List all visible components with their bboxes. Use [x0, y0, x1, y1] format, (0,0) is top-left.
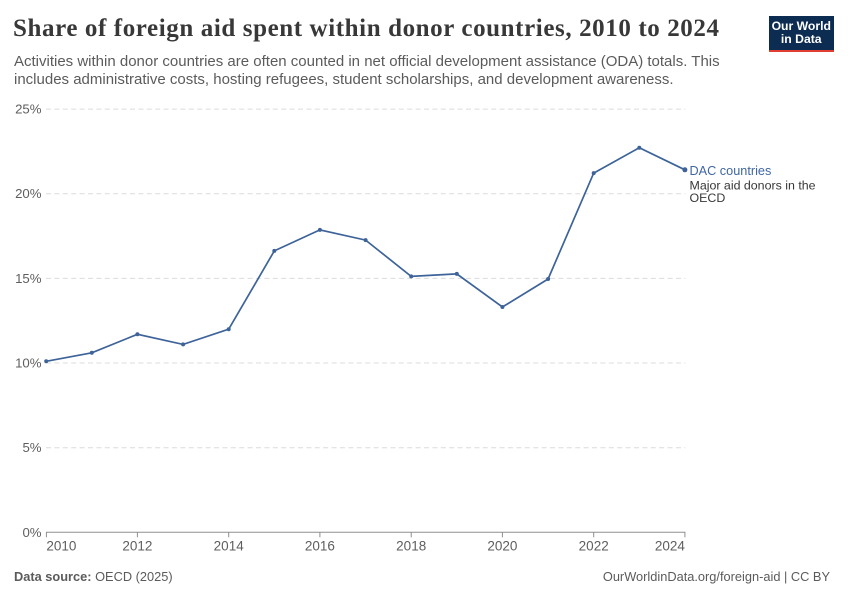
svg-text:2012: 2012	[122, 539, 152, 554]
svg-text:5%: 5%	[22, 440, 41, 455]
svg-text:2014: 2014	[214, 539, 245, 554]
svg-text:DAC countries: DAC countries	[690, 164, 772, 178]
svg-text:2016: 2016	[305, 539, 335, 554]
svg-text:20%: 20%	[15, 186, 42, 201]
svg-text:2024: 2024	[655, 539, 686, 554]
svg-text:2020: 2020	[487, 539, 517, 554]
svg-text:OECD: OECD	[690, 191, 726, 205]
svg-text:2010: 2010	[46, 539, 76, 554]
svg-text:10%: 10%	[15, 356, 42, 371]
svg-text:2018: 2018	[396, 539, 426, 554]
svg-text:15%: 15%	[15, 271, 42, 286]
svg-text:0%: 0%	[22, 525, 41, 540]
svg-text:Major aid donors in the: Major aid donors in the	[690, 179, 816, 193]
svg-text:2022: 2022	[579, 539, 609, 554]
svg-text:25%: 25%	[15, 102, 42, 117]
